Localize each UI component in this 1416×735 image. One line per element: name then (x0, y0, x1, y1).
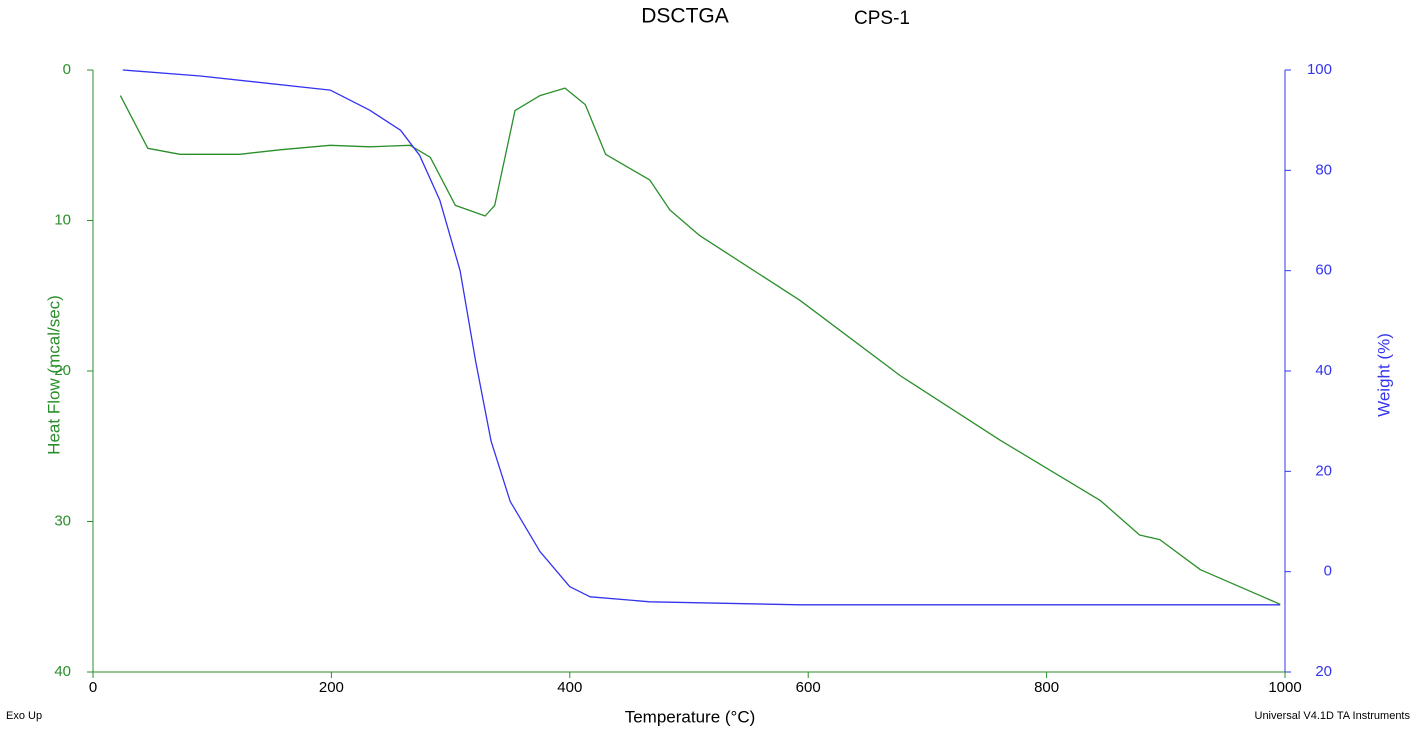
data-line (122, 69, 1281, 606)
y2-tick-label: 80 (1315, 161, 1332, 178)
y-tick-label: 0 (63, 61, 71, 78)
x-axis-title: Temperature (°C) (625, 707, 756, 726)
y-tick-label: 40 (54, 663, 71, 680)
x-tick-label: 1000 (1268, 679, 1301, 696)
y-tick-label: 20 (54, 362, 71, 379)
x-tick-label: 800 (1034, 679, 1059, 696)
x-tick-label: 200 (319, 679, 344, 696)
chart-title: DSCTGA (641, 5, 729, 28)
y2-tick-label: 60 (1315, 262, 1332, 279)
data-line (119, 87, 1281, 605)
x-tick-label: 400 (557, 679, 582, 696)
y2-axis-title: Weight (%) (1374, 333, 1393, 417)
y2-tick-label: 20 (1315, 462, 1332, 479)
y-tick-label: 10 (54, 211, 71, 228)
annotation: Universal V4.1D TA Instruments (1255, 710, 1411, 722)
x-tick-label: 0 (89, 679, 97, 696)
y-axis-title: Heat Flow (mcal/sec) (44, 295, 63, 455)
y2-tick-label: 0 (1324, 563, 1332, 580)
x-tick-label: 600 (796, 679, 821, 696)
y2-tick-label: 40 (1315, 362, 1332, 379)
y2-tick-label: 20 (1315, 663, 1332, 680)
chart-subtitle: CPS-1 (854, 8, 910, 29)
y-tick-label: 30 (54, 512, 71, 529)
annotation: Exo Up (6, 710, 42, 722)
y2-tick-label: 100 (1307, 61, 1332, 78)
